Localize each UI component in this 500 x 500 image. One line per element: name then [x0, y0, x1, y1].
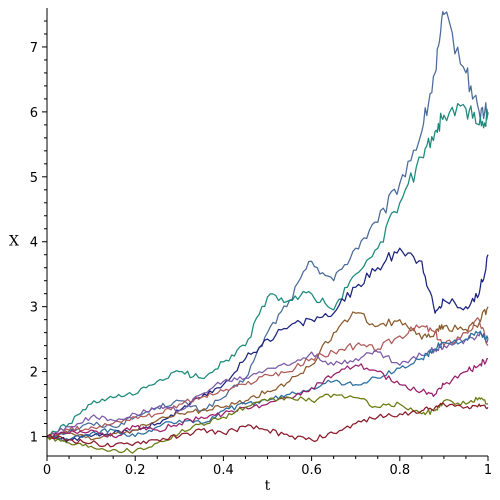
series-line [46, 317, 489, 438]
x-ticks: 0 0.2 0.4 0.6 0.8 1 [43, 456, 492, 478]
series-layer [46, 10, 489, 454]
x-axis-title: t [265, 478, 271, 494]
x-tick-label: 1 [484, 463, 492, 478]
series-line [46, 393, 489, 454]
y-axis-title: X [9, 234, 19, 250]
series-line [46, 102, 489, 438]
x-tick-label: 0.6 [301, 463, 322, 478]
x-tick-label: 0.2 [125, 463, 146, 478]
series-line [46, 10, 489, 438]
y-tick-label: 1 [30, 431, 38, 446]
axes [46, 8, 488, 457]
series-line [46, 330, 489, 442]
y-tick-label: 6 [30, 106, 38, 121]
series-line [46, 331, 489, 438]
series-line [46, 306, 489, 441]
series-line [46, 402, 489, 448]
y-ticks: 1 2 3 4 5 6 7 [30, 20, 47, 446]
x-tick-label: 0.4 [213, 463, 234, 478]
x-tick-label: 0 [43, 463, 51, 478]
y-tick-label: 5 [30, 171, 38, 186]
series-line [46, 247, 489, 443]
y-tick-label: 3 [30, 301, 38, 316]
x-tick-label: 0.8 [389, 463, 410, 478]
y-tick-label: 7 [30, 41, 38, 56]
y-tick-label: 4 [30, 236, 38, 251]
y-tick-label: 2 [30, 366, 38, 381]
